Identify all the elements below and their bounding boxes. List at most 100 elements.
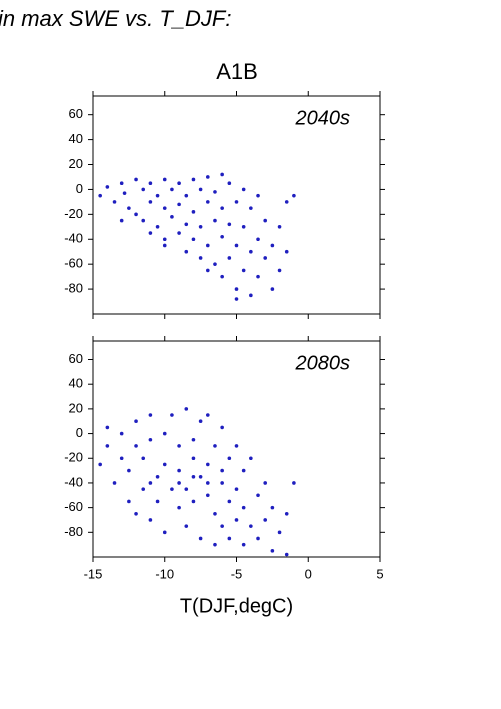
point bbox=[198, 225, 203, 229]
y-tick-label: 20 bbox=[69, 156, 83, 171]
point bbox=[277, 530, 282, 535]
point bbox=[213, 262, 217, 266]
point bbox=[256, 193, 260, 198]
point bbox=[141, 487, 146, 491]
point bbox=[105, 444, 110, 448]
point bbox=[134, 419, 138, 424]
x-tick-label: -5 bbox=[231, 566, 243, 581]
point bbox=[127, 206, 131, 210]
point bbox=[191, 474, 196, 479]
point bbox=[241, 468, 246, 473]
point bbox=[220, 524, 224, 528]
point bbox=[227, 181, 232, 185]
point bbox=[119, 218, 124, 223]
y-tick-label: 0 bbox=[76, 181, 83, 196]
point bbox=[206, 493, 210, 498]
point bbox=[263, 481, 268, 485]
point bbox=[191, 237, 196, 242]
point bbox=[198, 419, 203, 424]
point bbox=[170, 487, 174, 491]
point bbox=[162, 530, 167, 535]
point bbox=[263, 518, 268, 522]
y-tick-label: -60 bbox=[64, 499, 83, 514]
point bbox=[141, 456, 146, 461]
point bbox=[141, 187, 146, 192]
point bbox=[284, 552, 289, 557]
point bbox=[112, 200, 117, 204]
point bbox=[177, 468, 181, 473]
point bbox=[249, 249, 253, 254]
point bbox=[270, 287, 275, 291]
point bbox=[162, 243, 167, 248]
point bbox=[119, 181, 124, 185]
point bbox=[155, 474, 160, 479]
point bbox=[227, 256, 232, 260]
y-tick-label: 60 bbox=[69, 351, 83, 366]
point bbox=[184, 524, 189, 528]
point bbox=[170, 413, 174, 417]
point bbox=[213, 542, 217, 547]
point bbox=[134, 177, 138, 182]
point bbox=[198, 474, 203, 479]
point bbox=[227, 222, 232, 227]
point bbox=[177, 505, 181, 510]
point bbox=[184, 249, 189, 254]
point bbox=[277, 268, 282, 273]
point bbox=[241, 268, 246, 273]
point bbox=[198, 256, 203, 260]
point bbox=[206, 243, 210, 248]
point bbox=[162, 237, 167, 242]
point bbox=[184, 407, 189, 411]
y-tick-label: 40 bbox=[69, 131, 83, 146]
point bbox=[191, 499, 196, 504]
point bbox=[148, 181, 153, 185]
point bbox=[249, 524, 253, 528]
y-tick-label: 40 bbox=[69, 376, 83, 391]
point bbox=[220, 274, 224, 279]
point bbox=[241, 505, 246, 510]
point bbox=[220, 206, 224, 210]
point bbox=[206, 175, 210, 179]
point bbox=[177, 181, 181, 185]
y-tick-label: -20 bbox=[64, 450, 83, 465]
point bbox=[249, 293, 253, 298]
point bbox=[177, 444, 181, 448]
x-tick-label: 0 bbox=[305, 566, 312, 581]
y-tick-label: -40 bbox=[64, 474, 83, 489]
point bbox=[98, 193, 102, 198]
point bbox=[184, 222, 189, 227]
point bbox=[170, 215, 174, 219]
point bbox=[241, 225, 246, 229]
point bbox=[292, 481, 296, 485]
point bbox=[206, 481, 210, 485]
point bbox=[227, 499, 232, 504]
point bbox=[191, 177, 196, 182]
point bbox=[98, 462, 102, 467]
point bbox=[270, 549, 275, 553]
point bbox=[148, 518, 153, 522]
point bbox=[234, 518, 239, 522]
point bbox=[234, 287, 239, 291]
point bbox=[184, 193, 189, 198]
point bbox=[191, 210, 196, 214]
point bbox=[206, 462, 210, 467]
point bbox=[292, 193, 296, 198]
point bbox=[220, 234, 224, 239]
point bbox=[256, 493, 260, 498]
point bbox=[162, 177, 167, 182]
point bbox=[122, 191, 127, 195]
point bbox=[155, 499, 160, 504]
point bbox=[162, 206, 167, 210]
point bbox=[191, 456, 196, 461]
point bbox=[170, 187, 174, 192]
point bbox=[256, 274, 260, 279]
point bbox=[213, 444, 217, 448]
point bbox=[213, 218, 217, 223]
point bbox=[263, 256, 268, 260]
point bbox=[227, 456, 232, 461]
point bbox=[162, 431, 167, 436]
point bbox=[119, 431, 124, 436]
point bbox=[134, 212, 138, 217]
point bbox=[177, 231, 181, 235]
point bbox=[249, 206, 253, 210]
